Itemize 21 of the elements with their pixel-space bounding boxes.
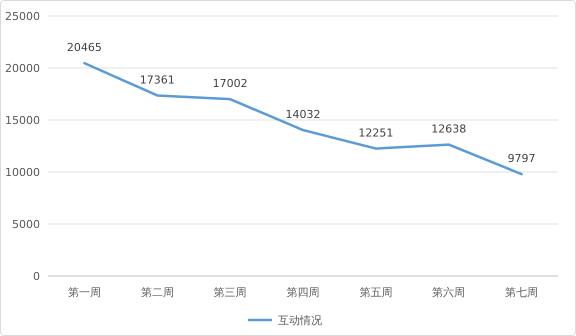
y-tick-label: 5000 — [12, 218, 40, 231]
x-tick-label: 第六周 — [432, 286, 466, 299]
data-label: 12251 — [358, 126, 394, 140]
y-tick-label: 0 — [33, 270, 40, 283]
y-tick-label: 15000 — [5, 114, 40, 127]
y-tick-label: 25000 — [5, 10, 40, 23]
legend-label: 互动情况 — [278, 314, 322, 327]
data-label: 9797 — [508, 152, 536, 166]
x-tick-label: 第四周 — [286, 286, 320, 299]
y-tick-label: 10000 — [5, 166, 40, 179]
x-tick-label: 第七周 — [505, 286, 538, 299]
data-label: 12638 — [431, 122, 466, 136]
x-tick-label: 第一周 — [68, 286, 101, 299]
y-tick-label: 20000 — [5, 62, 40, 75]
data-label: 14032 — [286, 108, 320, 122]
data-label: 17361 — [140, 73, 175, 86]
data-label: 20465 — [66, 41, 102, 54]
data-label: 17002 — [212, 77, 248, 90]
x-tick-label: 第五周 — [359, 286, 392, 299]
x-tick-label: 第三周 — [214, 286, 247, 299]
x-tick-label: 第二周 — [140, 286, 174, 299]
